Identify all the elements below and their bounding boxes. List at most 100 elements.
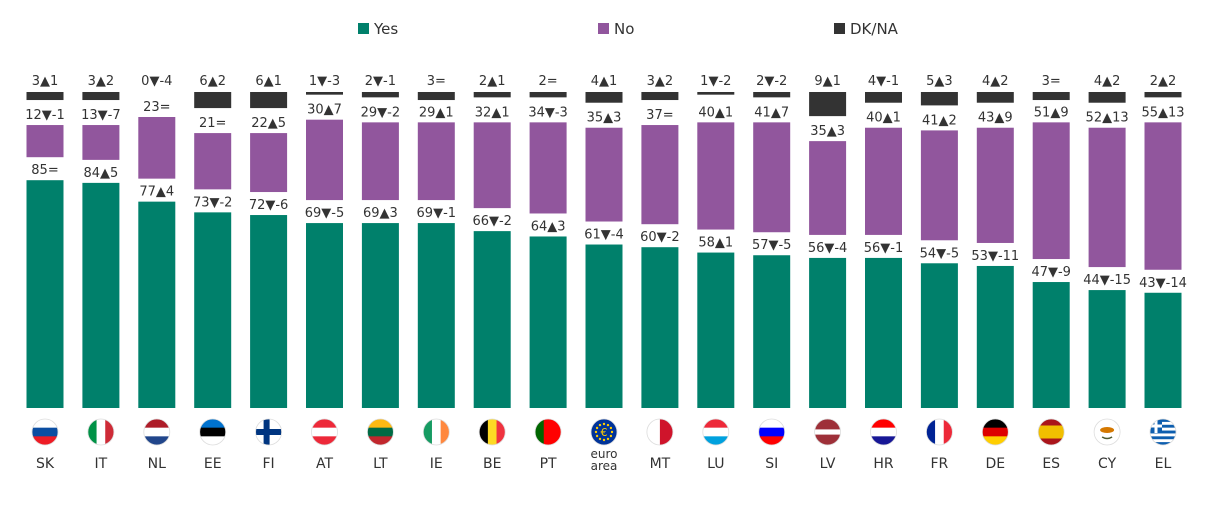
stripe <box>982 427 1009 437</box>
bar-no <box>82 125 120 160</box>
label-yes: 64▲3 <box>531 219 566 234</box>
bar-no <box>809 141 847 235</box>
stripe <box>1150 419 1176 423</box>
bar-no <box>641 125 679 225</box>
stripe <box>479 419 489 445</box>
legend-swatch-0 <box>358 23 369 34</box>
stripe <box>311 436 338 445</box>
bar-no <box>976 127 1014 243</box>
star <box>595 434 599 438</box>
stripe <box>367 427 394 437</box>
star <box>595 426 599 430</box>
bar-no <box>417 122 455 201</box>
label-no: 41▲2 <box>922 113 957 128</box>
star <box>602 438 606 442</box>
stripe <box>1150 427 1176 431</box>
category-label: FI <box>263 456 275 472</box>
bar-yes <box>250 215 288 408</box>
label-yes: 60▼-2 <box>640 230 680 245</box>
label-yes: 54▼-5 <box>920 246 960 261</box>
column-CY: 44▼-15 52▲13 4▲2 CY <box>1083 74 1131 472</box>
flag-border <box>422 418 450 446</box>
column-EL: 43▼-14 55▲13 2▲2 EL <box>1139 74 1187 472</box>
bar-yes <box>473 231 511 408</box>
bar-no <box>920 130 958 241</box>
label-yes: 58▲1 <box>698 236 733 251</box>
bar-no <box>1088 127 1126 268</box>
category-label: LV <box>820 456 836 472</box>
star <box>594 430 598 434</box>
column-NL: 77▲4 23= 0▼-4 NL <box>138 74 176 472</box>
category-label: MT <box>650 456 671 472</box>
label-no: 12▼-1 <box>25 108 65 123</box>
flag-border <box>143 418 171 446</box>
label-yes: 47▼-9 <box>1031 265 1071 280</box>
bar-yes <box>306 223 343 408</box>
stripe <box>367 419 394 429</box>
label-yes: 66▼-2 <box>472 214 512 229</box>
label-yes: 73▼-2 <box>193 195 233 210</box>
flag-border <box>758 418 786 446</box>
label-dkna: 1▼-2 <box>700 74 731 89</box>
stripe <box>1038 419 1065 426</box>
column-BE: 66▼-2 32▲1 2▲1 BE <box>472 74 512 472</box>
flag-border <box>31 418 59 446</box>
flag-border <box>590 418 618 446</box>
bar-dkna <box>1144 92 1182 98</box>
stripe <box>646 419 661 445</box>
label-no: 32▲1 <box>475 105 510 120</box>
star <box>610 430 614 434</box>
flag-border <box>702 418 730 446</box>
flag-lu-icon <box>702 419 729 445</box>
column-LU: 58▲1 40▲1 1▼-2 LU <box>697 74 735 472</box>
stripe <box>543 419 553 445</box>
stripe <box>814 424 841 430</box>
stripe <box>431 419 442 445</box>
stripe <box>1150 430 1176 434</box>
star <box>606 423 610 427</box>
label-no: 21= <box>199 116 226 131</box>
category-label: CY <box>1098 456 1117 472</box>
stripe <box>814 429 841 436</box>
stripe <box>758 436 785 445</box>
label-dkna: 2▼-1 <box>365 74 396 89</box>
label-no: 40▲1 <box>866 111 901 126</box>
flag-border <box>814 418 841 446</box>
stripe <box>814 439 841 445</box>
stripe <box>311 419 338 429</box>
label-yes: 56▼-1 <box>864 241 904 256</box>
stripe <box>659 419 673 445</box>
label-yes: 72▼-6 <box>249 198 289 213</box>
bar-dkna <box>194 92 232 109</box>
bar-dkna <box>585 92 623 103</box>
bar-dkna <box>1088 92 1126 103</box>
flag-border <box>981 418 1009 446</box>
label-dkna: 2= <box>539 74 558 89</box>
label-no: 30▲7 <box>307 103 342 118</box>
bar-no <box>26 125 64 158</box>
category-label: NL <box>148 456 166 472</box>
label-dkna: 0▼-4 <box>141 74 172 89</box>
label-dkna: 6▲2 <box>199 74 226 89</box>
stripe <box>199 419 226 429</box>
star <box>606 437 610 441</box>
legend-label-2: DK/NA <box>850 20 899 38</box>
label-yes: 69▼-1 <box>417 206 457 221</box>
column-IE: 69▼-1 29▲1 3= IE <box>417 74 457 472</box>
column-MT: 60▼-2 37= 3▲2 MT <box>640 74 680 472</box>
stripe <box>143 419 170 429</box>
stripe <box>1038 425 1065 433</box>
label-dkna: 9▲1 <box>814 74 841 89</box>
flag-border <box>366 418 394 446</box>
category-label: LU <box>707 456 724 472</box>
column-PT: 64▲3 34▼-3 2= PT <box>528 74 568 472</box>
label-no: 23= <box>143 100 170 115</box>
label-yes: 44▼-15 <box>1083 273 1131 288</box>
stripe <box>702 427 729 437</box>
bar-dkna <box>809 92 847 117</box>
label-no: 35▲3 <box>810 124 845 139</box>
bar-no <box>585 127 623 222</box>
column-HR: 56▼-1 40▲1 4▼-1 HR <box>864 74 904 472</box>
category-label: HR <box>873 456 894 472</box>
star <box>609 434 613 438</box>
